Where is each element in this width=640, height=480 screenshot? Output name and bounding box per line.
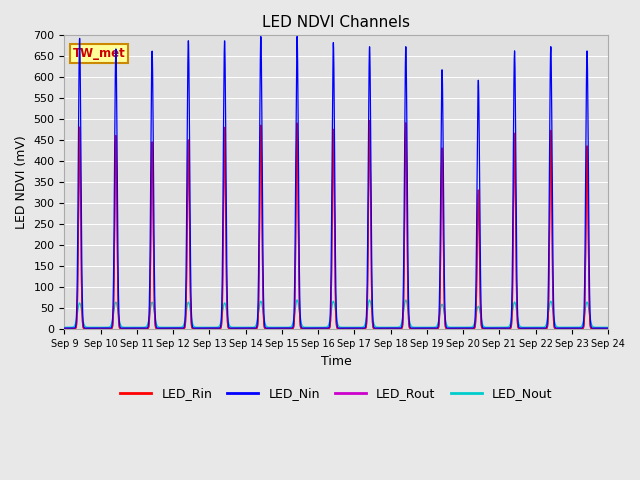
X-axis label: Time: Time xyxy=(321,355,351,368)
Title: LED NDVI Channels: LED NDVI Channels xyxy=(262,15,410,30)
Text: TW_met: TW_met xyxy=(72,47,125,60)
Legend: LED_Rin, LED_Nin, LED_Rout, LED_Nout: LED_Rin, LED_Nin, LED_Rout, LED_Nout xyxy=(115,383,557,406)
Y-axis label: LED NDVI (mV): LED NDVI (mV) xyxy=(15,135,28,229)
